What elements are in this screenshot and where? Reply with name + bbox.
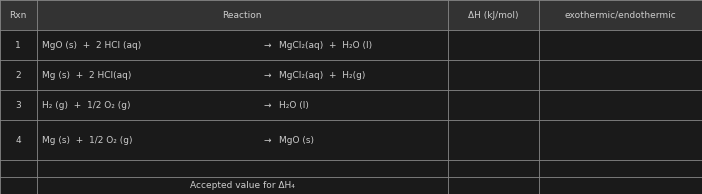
Text: ΔH (kJ/mol): ΔH (kJ/mol) bbox=[468, 10, 519, 20]
Text: →: → bbox=[263, 136, 271, 145]
Text: H₂O (l): H₂O (l) bbox=[279, 101, 308, 110]
Text: →: → bbox=[263, 71, 271, 80]
Text: 4: 4 bbox=[15, 136, 21, 145]
Text: Reaction: Reaction bbox=[223, 10, 262, 20]
Text: exothermic/endothermic: exothermic/endothermic bbox=[564, 10, 677, 20]
Text: H₂ (g)  +  1/2 O₂ (g): H₂ (g) + 1/2 O₂ (g) bbox=[42, 101, 131, 110]
Text: →: → bbox=[263, 101, 271, 110]
Bar bbox=[0, 0, 702, 30]
Text: MgCl₂(aq)  +  H₂O (l): MgCl₂(aq) + H₂O (l) bbox=[279, 41, 372, 50]
Text: 2: 2 bbox=[15, 71, 21, 80]
Text: Rxn: Rxn bbox=[10, 10, 27, 20]
Text: 3: 3 bbox=[15, 101, 21, 110]
Text: →: → bbox=[263, 41, 271, 50]
Text: MgO (s): MgO (s) bbox=[279, 136, 314, 145]
Text: Mg (s)  +  2 HCl(aq): Mg (s) + 2 HCl(aq) bbox=[42, 71, 131, 80]
Text: Accepted value for ΔH₄: Accepted value for ΔH₄ bbox=[190, 181, 295, 190]
Text: Mg (s)  +  1/2 O₂ (g): Mg (s) + 1/2 O₂ (g) bbox=[42, 136, 133, 145]
Text: MgCl₂(aq)  +  H₂(g): MgCl₂(aq) + H₂(g) bbox=[279, 71, 365, 80]
Text: 1: 1 bbox=[15, 41, 21, 50]
Text: MgO (s)  +  2 HCl (aq): MgO (s) + 2 HCl (aq) bbox=[42, 41, 141, 50]
